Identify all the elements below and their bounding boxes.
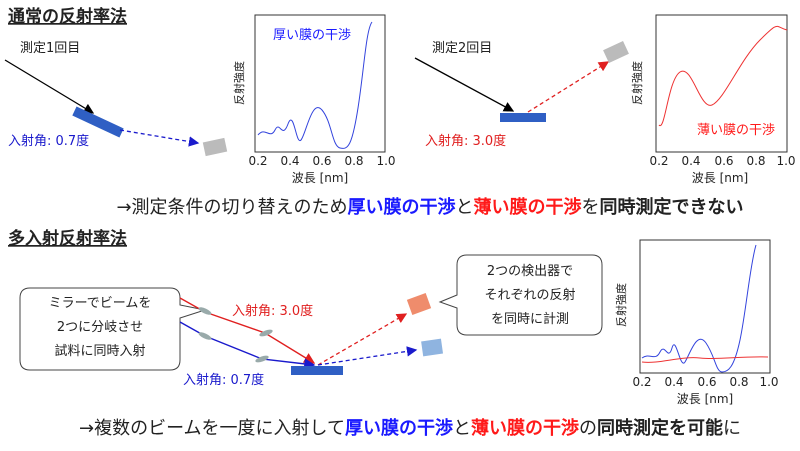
x-label: 波長 [nm] xyxy=(292,171,348,185)
text: 厚い膜の干渉 xyxy=(348,196,456,218)
reflected-beam xyxy=(119,129,200,147)
beam xyxy=(179,297,316,364)
x-label: 波長 [nm] xyxy=(677,392,733,406)
x-tick-label: 0.2 xyxy=(632,375,651,389)
conclusion: →複数のビームを一度に入射して厚い膜の干渉と薄い膜の干渉の同時測定を可能に xyxy=(79,417,741,439)
mirror xyxy=(255,355,269,363)
reflected-beam xyxy=(527,61,610,113)
x-tick-label: 0.6 xyxy=(312,154,331,168)
text: 同時測定を可能 xyxy=(597,417,723,439)
plot-frame xyxy=(639,239,771,374)
callout-text: 2つに分岐させ xyxy=(57,320,143,335)
text: と xyxy=(456,197,474,218)
plot-frame xyxy=(254,14,386,153)
section-title: 多入射反射率法 xyxy=(8,228,127,249)
x-tick-label: 1.0 xyxy=(759,375,778,389)
callout-text: それぞれの反射 xyxy=(484,287,575,303)
curve xyxy=(257,21,373,149)
label: 測定2回目 xyxy=(432,41,492,56)
x-tick-label: 0.6 xyxy=(714,154,733,168)
sample xyxy=(72,106,124,138)
x-tick-label: 0.2 xyxy=(248,154,267,168)
curve xyxy=(641,356,769,363)
x-label: 波長 [nm] xyxy=(692,171,748,185)
x-tick-label: 0.4 xyxy=(280,154,299,168)
section-title: 通常の反射率法 xyxy=(8,6,127,27)
text: を xyxy=(582,197,600,218)
callout-text: 試料に同時入射 xyxy=(54,343,145,359)
detector xyxy=(202,137,228,157)
x-tick-label: 1.0 xyxy=(776,154,795,168)
y-label: 反射強度 xyxy=(614,283,628,327)
callout xyxy=(438,254,603,336)
x-tick-label: 1.0 xyxy=(376,154,395,168)
text: と xyxy=(453,418,471,439)
detector xyxy=(603,41,629,63)
legend: 薄い膜の干渉 xyxy=(697,123,775,138)
curve xyxy=(658,25,788,126)
text: に xyxy=(723,418,741,439)
x-tick-label: 0.8 xyxy=(729,375,748,389)
angle-label: 入射角: 0.7度 xyxy=(183,372,264,388)
callout-text: を同時に計測 xyxy=(491,311,569,327)
text: 薄い膜の干渉 xyxy=(474,196,582,218)
text: の xyxy=(579,418,597,439)
x-tick-label: 0.6 xyxy=(697,375,716,389)
beam xyxy=(414,57,515,112)
conclusion: →測定条件の切り替えのため厚い膜の干渉と薄い膜の干渉を同時測定できない xyxy=(116,196,743,218)
mirror xyxy=(198,332,212,340)
x-tick-label: 0.8 xyxy=(746,154,765,168)
y-label: 反射強度 xyxy=(232,61,246,105)
mirror xyxy=(259,329,273,337)
text: 同時測定できない xyxy=(600,196,744,218)
angle-label: 入射角: 3.0度 xyxy=(232,303,313,319)
detector xyxy=(421,338,444,357)
sample xyxy=(500,113,546,122)
detector xyxy=(406,293,432,315)
plot-frame xyxy=(655,14,788,153)
reflected-beam xyxy=(317,313,408,366)
label: 測定1回目 xyxy=(20,41,80,56)
text: 厚い膜の干渉 xyxy=(345,417,453,439)
curve xyxy=(641,244,757,373)
legend: 厚い膜の干渉 xyxy=(273,28,351,43)
angle-label: 入射角: 3.0度 xyxy=(425,133,506,149)
callout xyxy=(19,287,207,371)
callout-text: 2つの検出器で xyxy=(487,264,573,279)
y-label: 反射強度 xyxy=(630,61,644,105)
sample xyxy=(291,366,343,375)
callout-text: ミラーでビームを xyxy=(49,296,152,311)
mirror xyxy=(198,307,212,315)
angle-label: 入射角: 0.7度 xyxy=(8,133,89,149)
text: →複数のビームを一度に入射して xyxy=(79,418,345,439)
beam xyxy=(4,59,95,114)
reflected-beam xyxy=(317,346,418,366)
text: →測定条件の切り替えのため xyxy=(116,197,347,218)
text: 薄い膜の干渉 xyxy=(471,417,579,439)
x-tick-label: 0.4 xyxy=(681,154,700,168)
x-tick-label: 0.2 xyxy=(649,154,668,168)
beam xyxy=(179,321,316,370)
x-tick-label: 0.8 xyxy=(344,154,363,168)
x-tick-label: 0.4 xyxy=(664,375,683,389)
